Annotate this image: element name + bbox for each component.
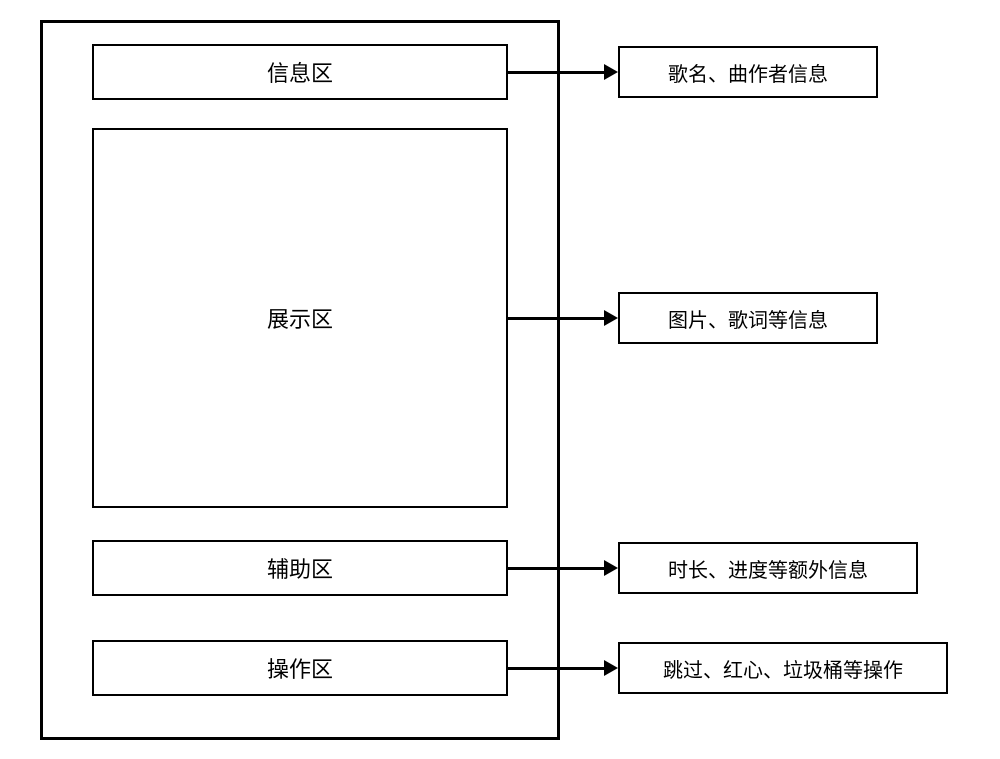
zone-display: 展示区	[92, 128, 508, 508]
desc-display-label: 图片、歌词等信息	[668, 304, 828, 333]
arrow-line-display	[508, 317, 604, 320]
arrow-head-ops	[604, 660, 618, 676]
zone-info-label: 信息区	[267, 56, 333, 88]
arrow-head-info	[604, 64, 618, 80]
desc-info-label: 歌名、曲作者信息	[668, 58, 828, 87]
desc-display: 图片、歌词等信息	[618, 292, 878, 344]
desc-ops: 跳过、红心、垃圾桶等操作	[618, 642, 948, 694]
arrow-head-aux	[604, 560, 618, 576]
zone-ops: 操作区	[92, 640, 508, 696]
desc-info: 歌名、曲作者信息	[618, 46, 878, 98]
zone-ops-label: 操作区	[267, 652, 333, 684]
desc-aux: 时长、进度等额外信息	[618, 542, 918, 594]
arrow-head-display	[604, 310, 618, 326]
arrow-line-ops	[508, 667, 604, 670]
arrow-line-info	[508, 71, 604, 74]
desc-ops-label: 跳过、红心、垃圾桶等操作	[663, 654, 903, 683]
zone-display-label: 展示区	[267, 302, 333, 334]
zone-info: 信息区	[92, 44, 508, 100]
desc-aux-label: 时长、进度等额外信息	[668, 554, 868, 583]
zone-aux: 辅助区	[92, 540, 508, 596]
arrow-line-aux	[508, 567, 604, 570]
zone-aux-label: 辅助区	[267, 552, 333, 584]
